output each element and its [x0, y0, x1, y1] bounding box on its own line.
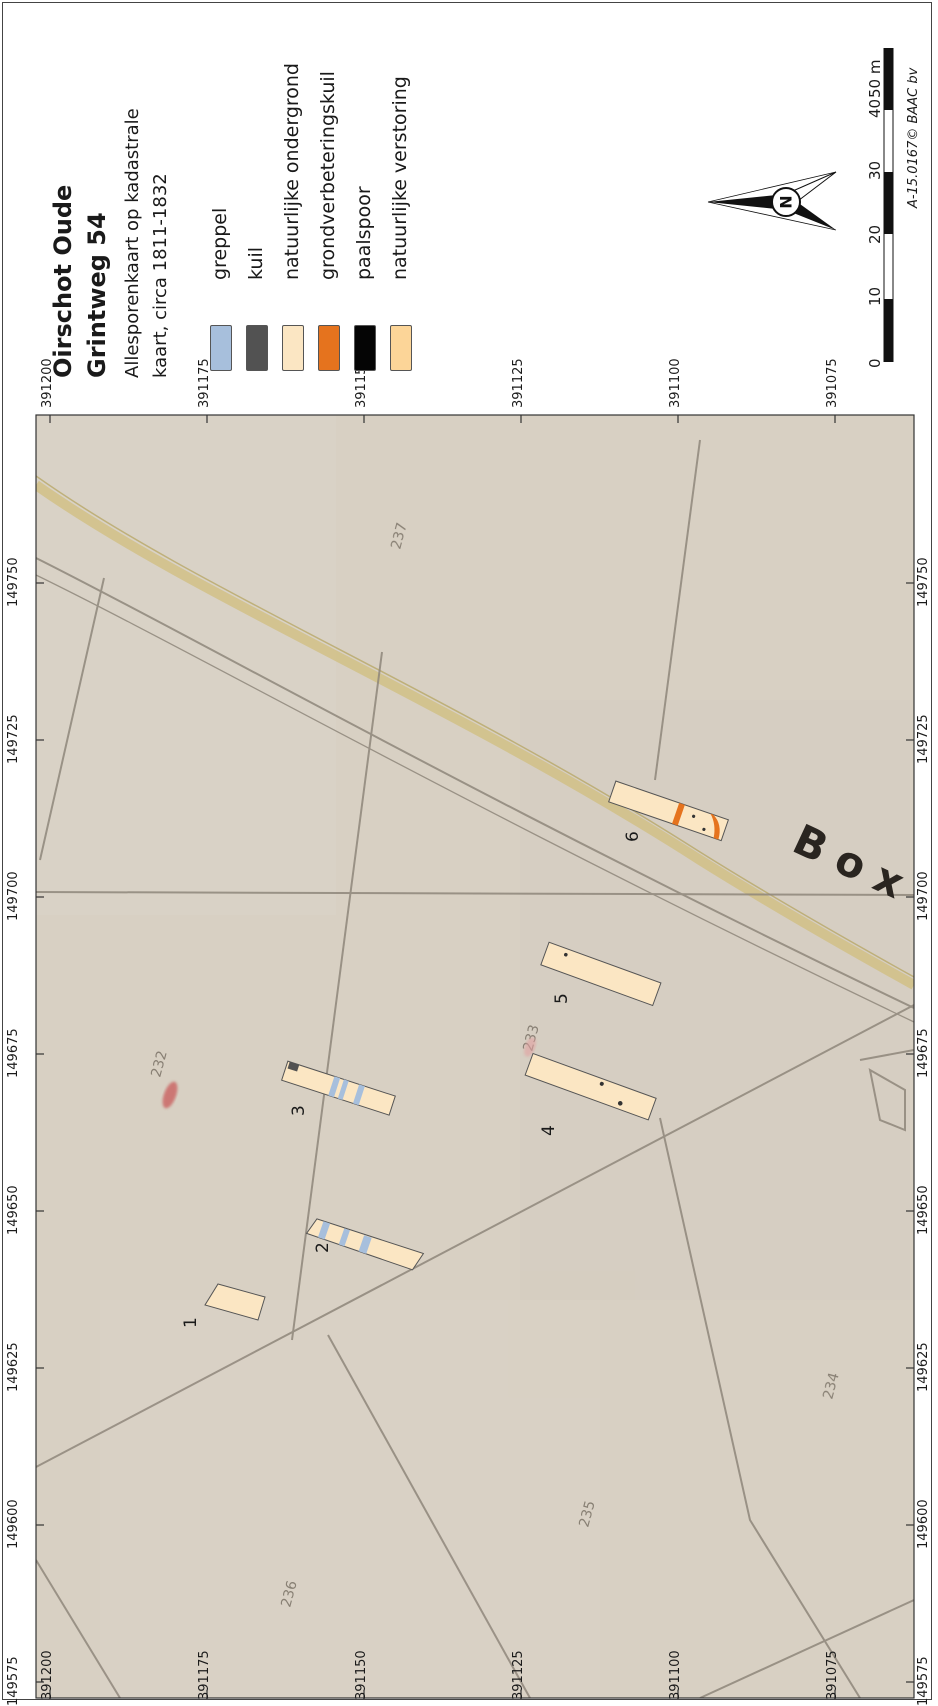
map-border: [35, 414, 915, 1699]
easting-label-left: 149675: [6, 1028, 21, 1078]
parcel-label: 232: [148, 1049, 170, 1079]
northing-label-bottom: 391150: [354, 1650, 369, 1700]
historic-map-background: [36, 415, 914, 1698]
legend-label: natuurlijke verstoring: [389, 76, 411, 280]
trench-label: 4: [539, 1125, 559, 1136]
northing-label-bottom: 391100: [668, 1650, 683, 1700]
trench-4: [524, 1052, 657, 1121]
scale-bar-label: 10: [866, 286, 884, 306]
trench-label: 6: [623, 831, 643, 842]
legend-label: greppel: [209, 207, 231, 280]
red-mark: [162, 1037, 536, 1109]
easting-label-left: 149700: [6, 871, 21, 921]
trench-label: 1: [181, 1317, 201, 1328]
easting-label-left: 149725: [6, 714, 21, 764]
easting-label-left: 149600: [6, 1499, 21, 1549]
northing-label-bottom: 391075: [825, 1650, 840, 1700]
parcel-label: 237: [388, 521, 410, 551]
legend-swatch: [318, 325, 340, 371]
map-title-line2: Grintweg 54: [83, 212, 111, 378]
easting-label-right: 149675: [916, 1028, 931, 1078]
easting-label-left: 149575: [6, 1656, 21, 1706]
legend-swatch: [282, 325, 304, 371]
trench-label: 5: [552, 993, 572, 1004]
northing-label-bottom: 391200: [40, 1650, 55, 1700]
scale-bar-label: 20: [866, 224, 884, 244]
trench-2: [305, 1218, 425, 1271]
legend-label: grondverbeteringskuil: [317, 71, 339, 280]
northing-label-top: 391125: [511, 358, 526, 408]
easting-label-right: 149700: [916, 871, 931, 921]
scale-bar-label: 50 m: [866, 59, 884, 98]
legend-label: paalspoor: [353, 186, 375, 280]
legend-swatch: [246, 325, 268, 371]
map-subtitle-line2: kaart, circa 1811-1832: [150, 173, 171, 378]
scale-bar-label: 40: [866, 98, 884, 118]
scale-bar-label: 30: [866, 160, 884, 180]
map-title-line1: Oirschot Oude: [49, 184, 77, 378]
easting-label-right: 149650: [916, 1185, 931, 1235]
easting-label-left: 149750: [6, 557, 21, 607]
north-arrow-letter: N: [777, 195, 796, 208]
parcel-label: 235: [576, 1499, 598, 1529]
trench-1: [204, 1283, 266, 1321]
north-arrow: N: [707, 171, 837, 231]
legend-swatch: [390, 325, 412, 371]
credit-text: A-15.0167© BAAC bv: [906, 67, 921, 208]
trench-6: [608, 780, 730, 842]
trench-3: [281, 1060, 396, 1116]
easting-label-right: 149750: [916, 557, 931, 607]
easting-label-right: 149600: [916, 1499, 931, 1549]
easting-label-right: 149575: [916, 1656, 931, 1706]
easting-label-right: 149725: [916, 714, 931, 764]
legend-label: kuil: [245, 246, 267, 280]
map-subtitle-line1: Allesporenkaart op kadastrale: [122, 108, 143, 378]
trench-number-labels: 1 2 3 4 5 6: [181, 831, 643, 1328]
legend-label: natuurlijke ondergrond: [281, 63, 303, 280]
northing-label-top: 391100: [668, 358, 683, 408]
scale-bar-label: 0: [866, 358, 884, 368]
legend-swatch: [210, 325, 232, 371]
grid-ticks: [36, 415, 914, 1698]
easting-label-right: 149625: [916, 1342, 931, 1392]
scale-bar: [883, 48, 894, 362]
northing-label-bottom: 391125: [511, 1650, 526, 1700]
map-texture: [36, 415, 910, 1698]
trench-5: [540, 941, 662, 1007]
cadastral-lines: [36, 439, 914, 1698]
easting-label-left: 149625: [6, 1342, 21, 1392]
legend-swatch: [354, 325, 376, 371]
parcel-label: 234: [820, 1371, 842, 1401]
trench-label: 3: [289, 1105, 309, 1116]
northing-label-bottom: 391175: [197, 1650, 212, 1700]
parcel-label: 236: [278, 1579, 300, 1609]
trench-label: 2: [313, 1242, 333, 1253]
yellow-ditch: [36, 480, 914, 990]
northing-label-top: 391075: [825, 358, 840, 408]
easting-label-left: 149650: [6, 1185, 21, 1235]
